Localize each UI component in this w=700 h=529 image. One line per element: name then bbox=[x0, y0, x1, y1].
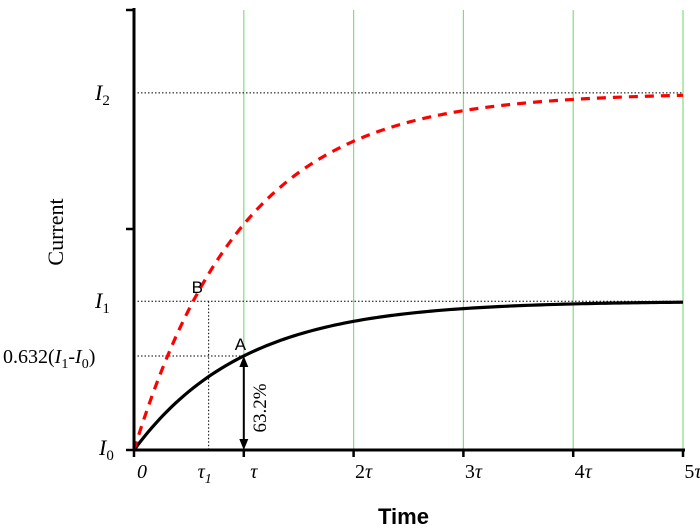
arrow-head-down bbox=[239, 439, 249, 450]
y-axis-title: Current bbox=[43, 198, 68, 265]
x-tick-label-3: 3τ bbox=[465, 461, 483, 483]
x-tick-label-1: τ bbox=[250, 461, 258, 483]
percent-label: 63.2% bbox=[250, 383, 271, 432]
x-tick-label-4: 4τ bbox=[575, 461, 593, 483]
arrow-head-up bbox=[239, 355, 249, 367]
x-axis-title: Time bbox=[378, 504, 429, 529]
series bbox=[132, 93, 684, 451]
x-tick-label-0: 0 bbox=[137, 461, 147, 483]
y-label-632: 0.632(I1-I0) bbox=[3, 346, 95, 372]
x-tick-label-5: 5τ bbox=[684, 461, 700, 483]
axes bbox=[126, 8, 685, 457]
series-line-1 bbox=[132, 300, 684, 451]
x-tick-label-2: 2τ bbox=[355, 461, 373, 483]
series-line-2 bbox=[132, 93, 684, 451]
point-label-b: B bbox=[192, 278, 203, 297]
point-label-a: A bbox=[235, 335, 247, 354]
